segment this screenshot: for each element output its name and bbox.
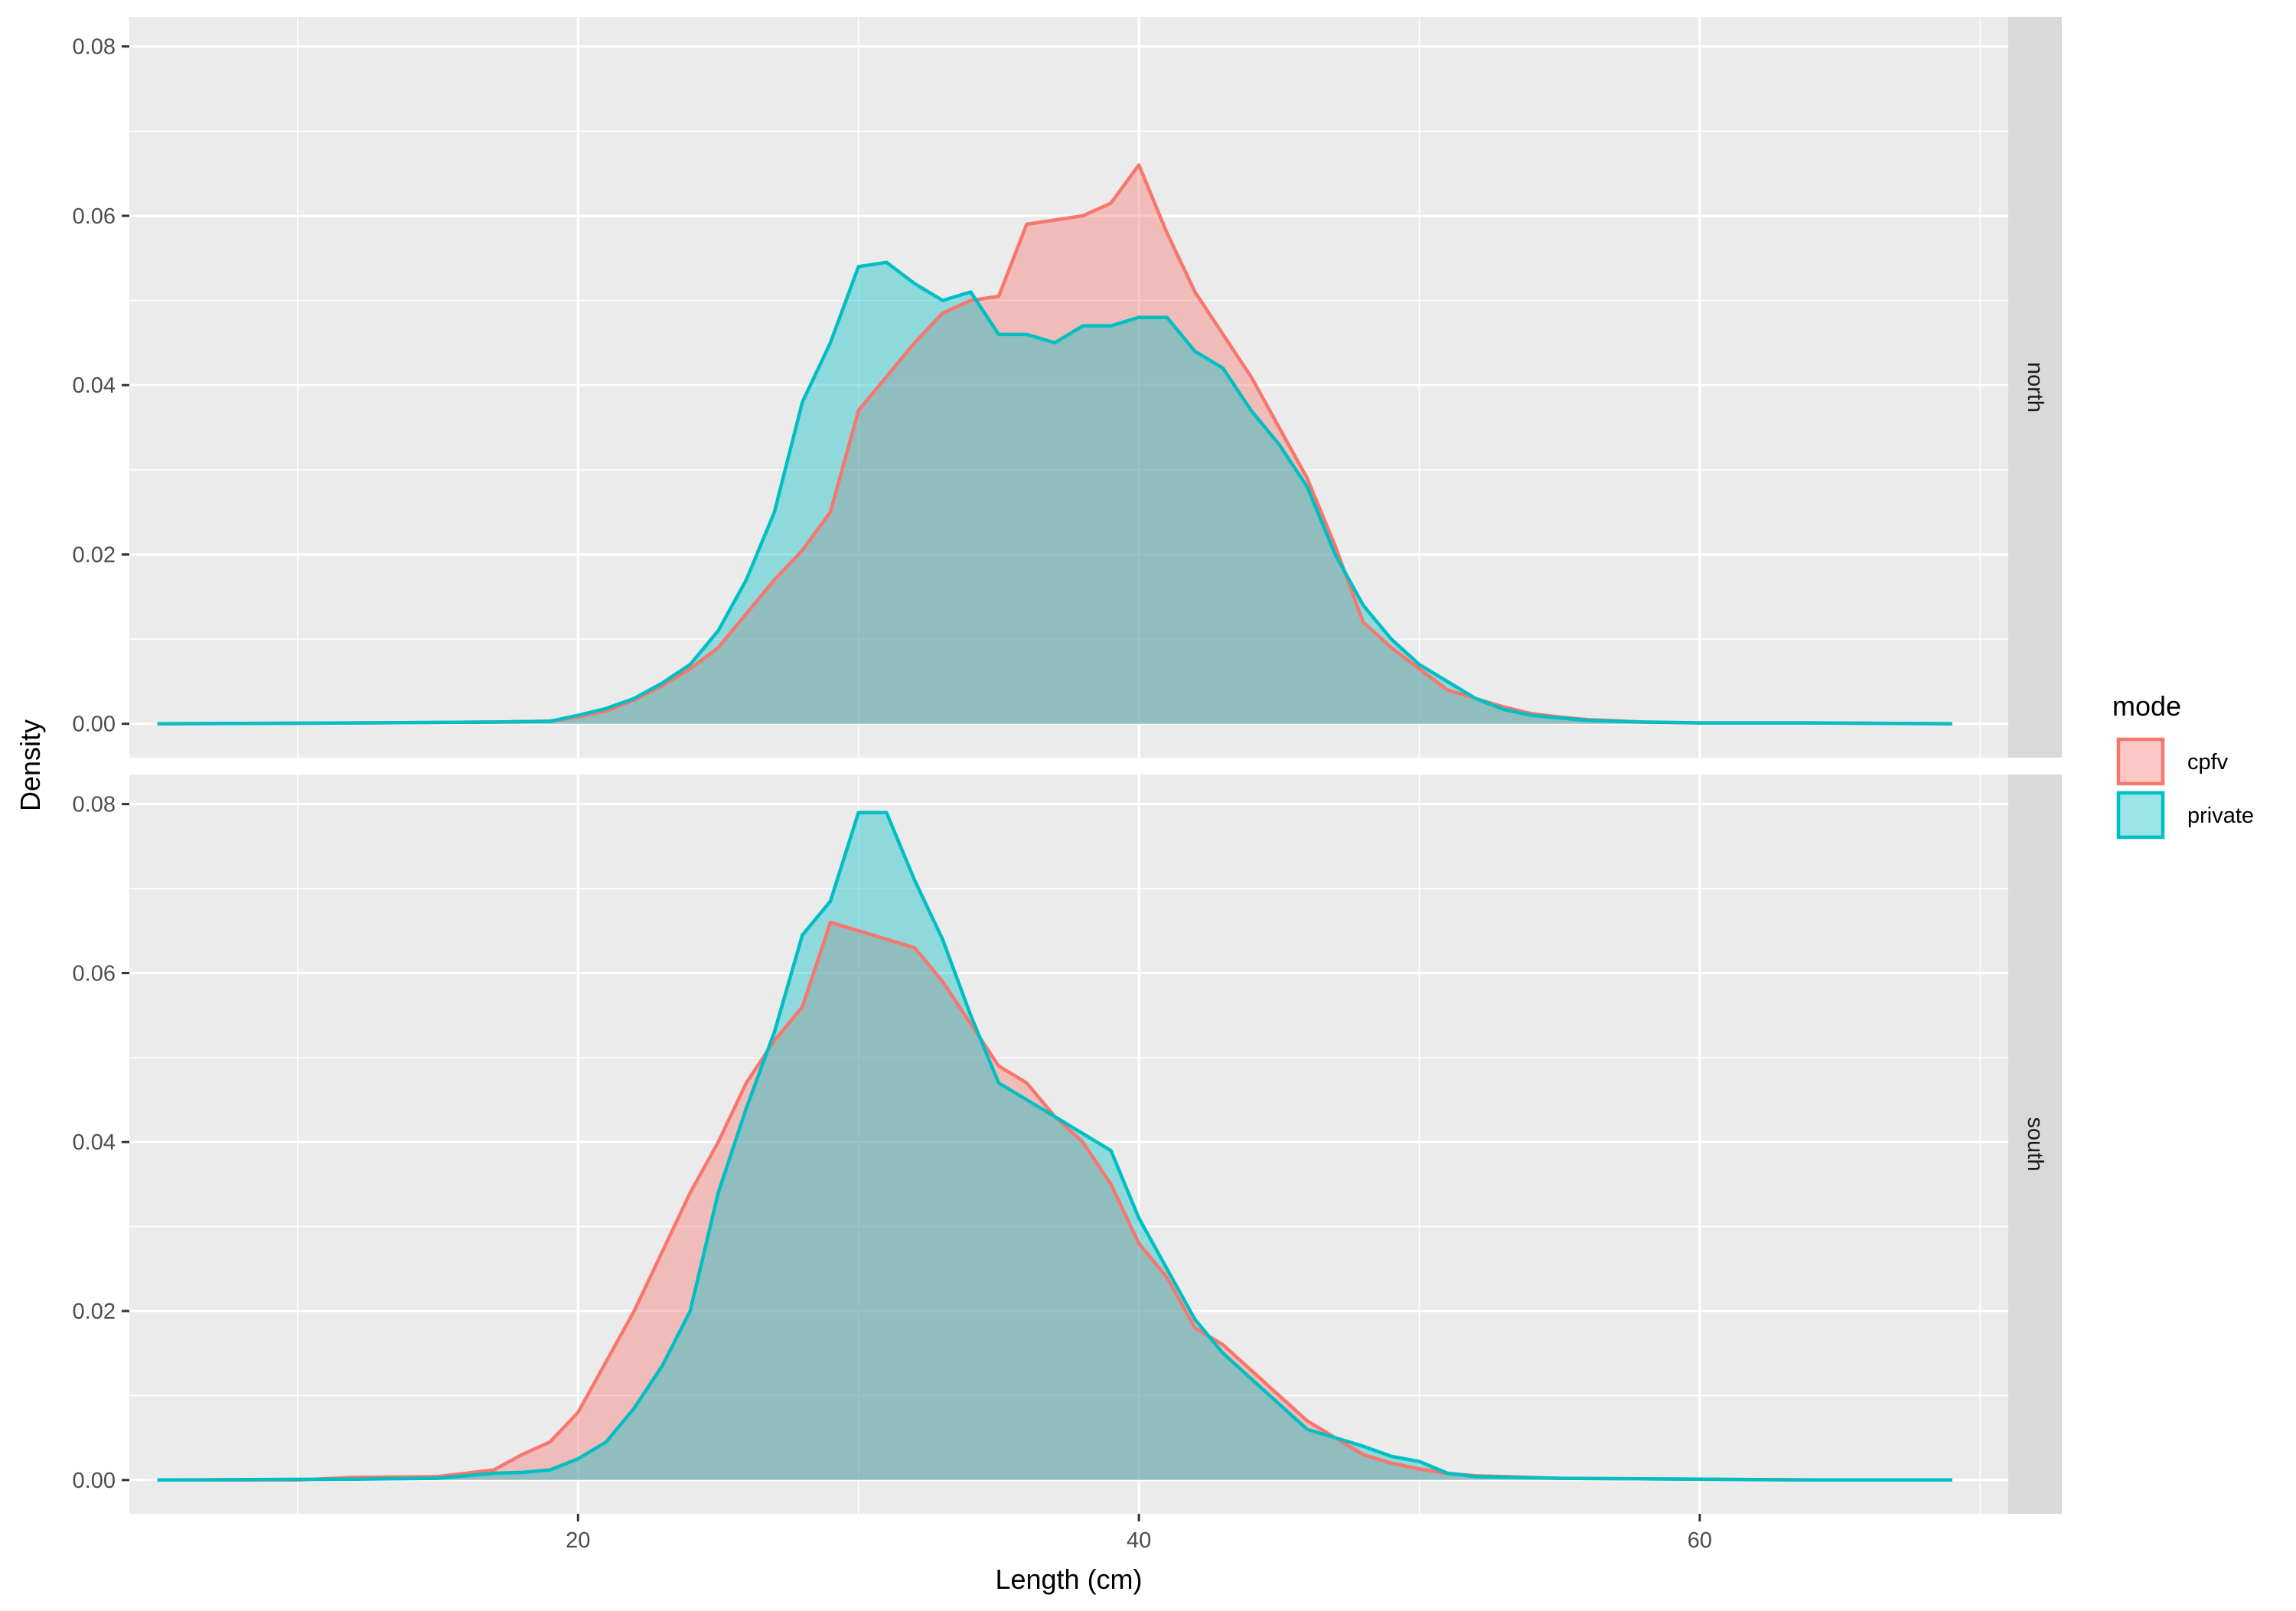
density-line-private (157, 810, 1952, 1482)
legend-item-private: private (2116, 791, 2254, 840)
panel-south: 0.00 0.02 0.04 0.06 0.08 south 20 40 60 (73, 775, 2062, 1553)
facet-strip-north (2008, 17, 2062, 758)
density-area-cpfv (157, 922, 1952, 1480)
density-line-private (157, 260, 1952, 726)
y-tick-label: 0.02 (73, 543, 116, 567)
legend-item-cpfv: cpfv (2116, 737, 2229, 786)
y-tick-label: 0.08 (73, 793, 116, 817)
density-fills (157, 165, 1952, 724)
legend: mode cpfv private (2112, 690, 2254, 840)
density-lines (157, 810, 1952, 1482)
legend-key (2116, 737, 2165, 786)
y-tick-label: 0.06 (73, 204, 116, 229)
x-tick-label: 40 (1127, 1528, 1151, 1553)
y-tick-label: 0.08 (73, 35, 116, 60)
panel-background (129, 775, 2008, 1514)
legend-title: mode (2112, 690, 2181, 722)
facet-strip-south (2008, 775, 2062, 1514)
x-tick-label: 60 (1688, 1528, 1712, 1553)
panel-background (129, 17, 2008, 758)
facet-strip-label: south (2023, 1117, 2047, 1172)
y-tick-label: 0.04 (73, 1130, 116, 1155)
density-fills (157, 812, 1952, 1480)
x-axis-title: Length (cm) (995, 1564, 1142, 1595)
y-tick-label: 0.00 (73, 713, 116, 737)
density-area-private (157, 812, 1952, 1480)
legend-key (2116, 791, 2165, 840)
x-tick-label: 20 (566, 1528, 590, 1553)
legend-label: private (2187, 804, 2254, 828)
y-tick-label: 0.02 (73, 1300, 116, 1324)
y-tick-label: 0.00 (73, 1469, 116, 1493)
y-tick-label: 0.04 (73, 373, 116, 398)
panel-north: 0.00 0.02 0.04 0.06 0.08 north (73, 17, 2062, 758)
legend-label: cpfv (2187, 750, 2229, 775)
y-axis-title: Density (15, 719, 46, 811)
density-area-private (157, 262, 1952, 724)
facet-strip-label: north (2023, 362, 2047, 413)
density-lines (157, 163, 1952, 726)
density-area-cpfv (157, 165, 1952, 724)
y-tick-label: 0.06 (73, 961, 116, 986)
